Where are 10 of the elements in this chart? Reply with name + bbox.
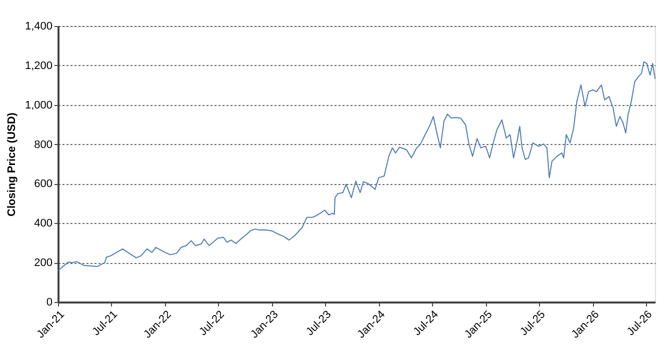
y-tick-label: 1,000: [24, 99, 52, 112]
y-tick-label: 400: [34, 218, 52, 230]
y-tick-label: 1,200: [24, 60, 52, 72]
line-series: [58, 61, 656, 271]
y-axis-title: Closing Price (USD): [6, 112, 18, 216]
y-tick-label: 1,400: [24, 20, 52, 32]
y-tick-label: 800: [34, 138, 52, 151]
y-tick-label: 600: [34, 178, 52, 190]
y-tick-label: 0: [46, 296, 52, 308]
y-tick-label: 200: [34, 257, 52, 270]
